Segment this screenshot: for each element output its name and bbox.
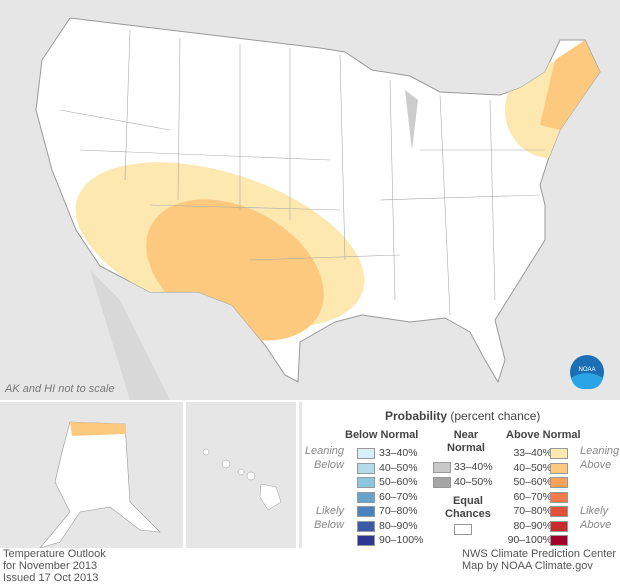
alaska-inset xyxy=(0,402,183,549)
below-swatch xyxy=(357,506,375,517)
near-label: 40–50% xyxy=(454,475,493,488)
below-label: 50–60% xyxy=(379,476,418,488)
below-normal-header: Below Normal xyxy=(345,429,419,441)
above-swatch xyxy=(550,491,568,503)
above-label: 33–40% xyxy=(513,447,552,459)
below-swatch xyxy=(357,448,375,459)
below-swatch xyxy=(357,462,375,474)
above-swatch xyxy=(550,462,568,474)
legend-title: Probability (percent chance) xyxy=(385,409,541,423)
below-label: 40–50% xyxy=(379,461,418,474)
above-swatch xyxy=(550,535,568,546)
below-label: 90–100% xyxy=(379,534,424,546)
below-label: 33–40% xyxy=(379,447,418,459)
above-label: 80–90% xyxy=(513,519,552,532)
scale-note: AK and HI not to scale xyxy=(5,383,115,395)
above-label: 50–60% xyxy=(513,476,552,488)
conus-map: NOAA xyxy=(0,0,620,400)
above-40-50-region-maine xyxy=(540,40,600,130)
footer-right: NWS Climate Prediction Center Map by NOAA… xyxy=(462,548,617,572)
near-normal-header: Near Normal xyxy=(447,429,485,454)
below-swatch xyxy=(357,520,375,532)
near-swatch xyxy=(433,462,451,473)
above-swatch xyxy=(550,448,568,459)
above-label: 90–100% xyxy=(507,534,552,546)
near-swatch xyxy=(433,476,451,488)
above-swatch xyxy=(550,477,568,488)
above-swatch xyxy=(550,506,568,517)
below-label: 80–90% xyxy=(379,519,418,532)
equal-chances-label: Equal Chances xyxy=(445,495,491,520)
below-label: 70–80% xyxy=(379,505,418,517)
svg-text:NOAA: NOAA xyxy=(578,367,595,373)
hawaii-inset xyxy=(186,402,296,548)
legend: Probability (percent chance) Below Norma… xyxy=(299,402,620,548)
above-label: 60–70% xyxy=(513,490,552,503)
below-label: 60–70% xyxy=(379,490,418,503)
below-swatch xyxy=(357,477,375,488)
above-label: 70–80% xyxy=(513,505,552,517)
below-swatch xyxy=(357,491,375,503)
above-label: 40–50% xyxy=(513,461,552,474)
footer-left: Temperature Outlook for November 2013 Issu… xyxy=(3,548,106,584)
below-swatch xyxy=(357,535,375,546)
above-swatch xyxy=(550,520,568,532)
near-label: 33–40% xyxy=(454,461,493,473)
equal-chances-swatch xyxy=(454,524,472,535)
us-map-svg: NOAA xyxy=(35,17,604,400)
above-normal-header: Above Normal xyxy=(506,429,581,441)
